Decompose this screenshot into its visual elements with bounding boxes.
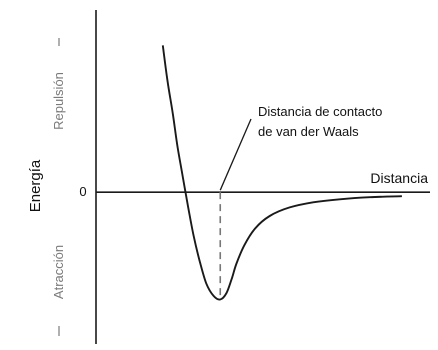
annotation-line-1: Distancia de contacto [258,104,382,119]
attraction-label: Atracción [51,245,66,299]
repulsion-label: Repulsión [51,72,66,130]
y-axis-label: Energía [27,159,44,212]
annotation-line-2: de van der Waals [258,124,359,139]
annotation-pointer [219,118,252,191]
energy-curve [161,45,402,301]
zero-tick-label: 0 [79,184,86,199]
x-axis-label: Distancia [370,170,428,186]
